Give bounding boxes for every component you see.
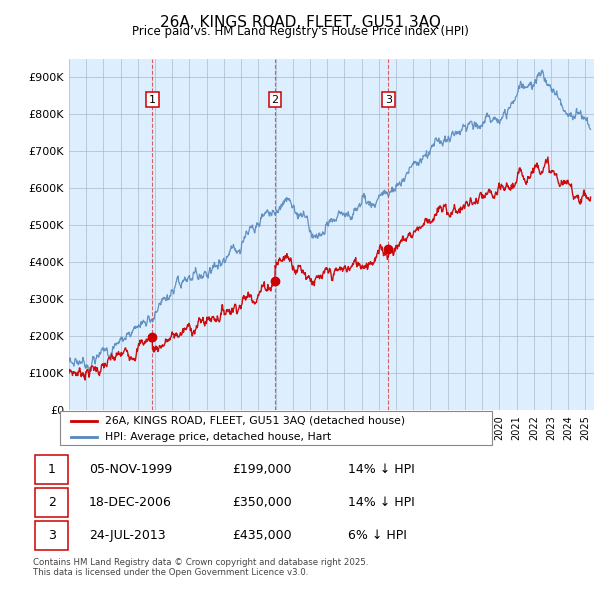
Text: 2: 2 xyxy=(47,496,56,509)
Text: 05-NOV-1999: 05-NOV-1999 xyxy=(89,463,172,476)
Text: 18-DEC-2006: 18-DEC-2006 xyxy=(89,496,172,509)
FancyBboxPatch shape xyxy=(35,520,68,550)
FancyBboxPatch shape xyxy=(35,487,68,517)
Text: £435,000: £435,000 xyxy=(233,529,292,542)
Text: £350,000: £350,000 xyxy=(233,496,292,509)
Text: 14% ↓ HPI: 14% ↓ HPI xyxy=(348,463,415,476)
Text: Price paid vs. HM Land Registry's House Price Index (HPI): Price paid vs. HM Land Registry's House … xyxy=(131,25,469,38)
Text: 3: 3 xyxy=(385,94,392,104)
Text: HPI: Average price, detached house, Hart: HPI: Average price, detached house, Hart xyxy=(106,432,331,442)
Text: 14% ↓ HPI: 14% ↓ HPI xyxy=(348,496,415,509)
Text: Contains HM Land Registry data © Crown copyright and database right 2025.
This d: Contains HM Land Registry data © Crown c… xyxy=(33,558,368,577)
Text: 2: 2 xyxy=(271,94,278,104)
FancyBboxPatch shape xyxy=(35,454,68,484)
Text: 1: 1 xyxy=(149,94,156,104)
Text: 3: 3 xyxy=(47,529,56,542)
FancyBboxPatch shape xyxy=(60,411,492,445)
Text: 26A, KINGS ROAD, FLEET, GU51 3AQ (detached house): 26A, KINGS ROAD, FLEET, GU51 3AQ (detach… xyxy=(106,416,406,426)
Text: £199,000: £199,000 xyxy=(233,463,292,476)
Text: 6% ↓ HPI: 6% ↓ HPI xyxy=(348,529,407,542)
Text: 24-JUL-2013: 24-JUL-2013 xyxy=(89,529,166,542)
Text: 1: 1 xyxy=(47,463,56,476)
Text: 26A, KINGS ROAD, FLEET, GU51 3AQ: 26A, KINGS ROAD, FLEET, GU51 3AQ xyxy=(160,15,440,30)
